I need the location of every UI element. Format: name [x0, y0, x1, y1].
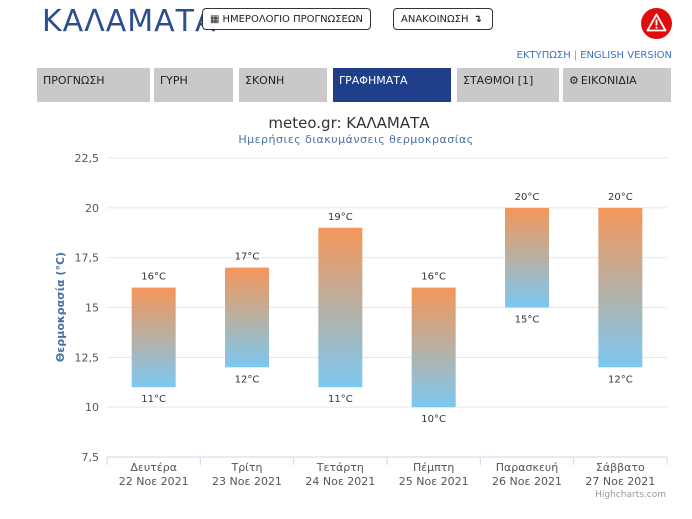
- chart-subtitle: Ημερήσιες διακυμάνσεις θερμοκρασίας: [238, 133, 473, 146]
- link-separator: |: [573, 50, 578, 61]
- gear-icon: ⚙: [569, 74, 579, 87]
- x-date-label: 24 Νοε 2021: [305, 475, 375, 488]
- city-title: ΚΑΛΑΜΑΤΑ: [42, 4, 217, 39]
- y-tick-label: 12,5: [75, 351, 100, 364]
- x-date-label: 25 Νοε 2021: [399, 475, 469, 488]
- x-day-label: Σάββατο: [596, 461, 645, 474]
- low-temp-label: 11°C: [141, 394, 166, 405]
- top-links: ΕΚΤΥΠΩΣΗ | ENGLISH VERSION: [517, 50, 672, 61]
- y-tick-label: 17,5: [75, 252, 100, 265]
- temperature-range-bar: [598, 207, 643, 368]
- low-temp-label: 10°C: [421, 414, 446, 425]
- x-day-label: Τρίτη: [230, 461, 262, 474]
- announcement-label: ΑΝΑΚΟΙΝΩΣΗ: [401, 14, 469, 25]
- tab-dust[interactable]: ΣΚΟΝΗ: [239, 68, 327, 102]
- high-temp-label: 16°C: [421, 272, 446, 283]
- tab-stations[interactable]: ΣΤΑΘΜΟΙ [1]: [457, 68, 559, 102]
- low-temp-label: 12°C: [235, 374, 260, 385]
- tab-dust-label: ΣΚΟΝΗ: [245, 74, 285, 87]
- y-tick-label: 10: [85, 401, 99, 414]
- y-tick-label: 22,5: [75, 152, 100, 165]
- y-tick-label: 20: [85, 202, 99, 215]
- english-version-link[interactable]: ENGLISH VERSION: [580, 50, 672, 61]
- x-day-label: Παρασκευή: [496, 461, 559, 474]
- y-tick-label: 7,5: [82, 451, 100, 464]
- high-temp-label: 20°C: [608, 192, 633, 203]
- tab-pollen[interactable]: ΓΥΡΗ: [154, 68, 233, 102]
- x-date-label: 22 Νοε 2021: [119, 475, 189, 488]
- arrow-down-icon: ↴: [473, 14, 482, 25]
- low-temp-label: 15°C: [515, 315, 540, 326]
- forecast-calendar-button[interactable]: ▦ ΗΜΕΡΟΛΟΓΙΟ ΠΡΟΓΝΩΣΕΩΝ: [202, 8, 371, 30]
- calendar-icon: ▦: [210, 14, 220, 25]
- forecast-calendar-label: ΗΜΕΡΟΛΟΓΙΟ ΠΡΟΓΝΩΣΕΩΝ: [222, 14, 363, 25]
- high-temp-label: 19°C: [328, 212, 353, 223]
- temperature-range-bar: [505, 207, 549, 308]
- high-temp-label: 17°C: [235, 252, 260, 263]
- tab-charts-label: ΓΡΑΦΗΜΑΤΑ: [339, 74, 408, 87]
- tab-pollen-label: ΓΥΡΗ: [160, 74, 188, 87]
- x-date-label: 23 Νοε 2021: [212, 475, 282, 488]
- tab-stations-label: ΣΤΑΘΜΟΙ [1]: [463, 74, 534, 87]
- tab-forecast-label: ΠΡΟΓΝΩΣΗ: [43, 74, 105, 87]
- x-date-label: 26 Νοε 2021: [492, 475, 562, 488]
- y-axis-title: Θερμοκρασία (°C): [54, 252, 67, 362]
- temperature-range-bar: [225, 267, 269, 368]
- y-tick-label: 15: [85, 302, 99, 315]
- chart-title: meteo.gr: ΚΑΛΑΜΑΤΑ: [268, 114, 430, 132]
- tab-forecast[interactable]: ΠΡΟΓΝΩΣΗ: [37, 68, 150, 102]
- print-link[interactable]: ΕΚΤΥΠΩΣΗ: [516, 50, 571, 61]
- x-day-label: Τετάρτη: [316, 461, 364, 474]
- high-temp-label: 16°C: [141, 272, 166, 283]
- x-date-label: 27 Νοε 2021: [585, 475, 655, 488]
- temperature-range-bar: [131, 287, 176, 388]
- tab-icons[interactable]: ⚙ ΕΙΚΟΝΙΔΙΑ: [563, 68, 671, 102]
- temperature-range-bar: [411, 287, 456, 408]
- warning-triangle-icon[interactable]: [641, 8, 672, 39]
- x-day-label: Πέμπτη: [413, 461, 454, 474]
- x-day-label: Δευτέρα: [130, 461, 177, 474]
- high-temp-label: 20°C: [515, 192, 540, 203]
- tab-charts[interactable]: ΓΡΑΦΗΜΑΤΑ: [333, 68, 451, 102]
- announcement-button[interactable]: ΑΝΑΚΟΙΝΩΣΗ ↴: [393, 8, 493, 30]
- low-temp-label: 12°C: [608, 374, 633, 385]
- tab-icons-label: ΕΙΚΟΝΙΔΙΑ: [580, 74, 637, 87]
- low-temp-label: 11°C: [328, 394, 353, 405]
- credits: Highcharts.com: [595, 490, 666, 500]
- temperature-range-bar: [318, 227, 363, 388]
